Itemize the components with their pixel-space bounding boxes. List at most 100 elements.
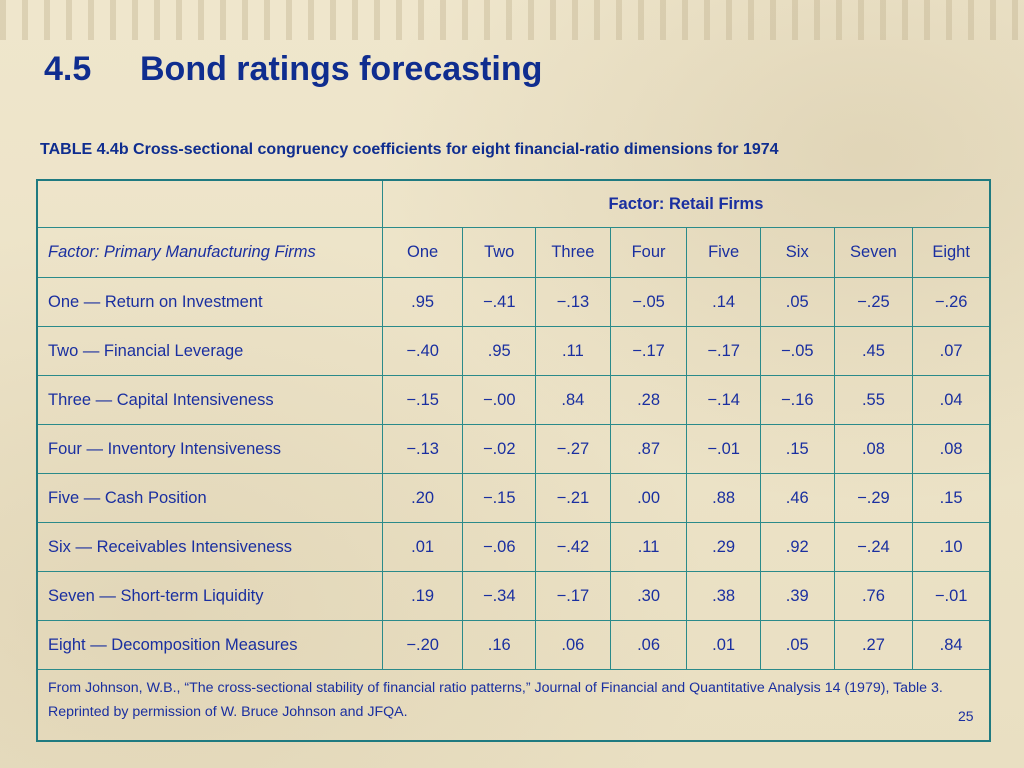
table-body: Factor: Retail Firms Factor: Primary Man… bbox=[36, 179, 991, 742]
row-label: Six — Receivables Intensiveness bbox=[36, 522, 383, 572]
table-cell: −.21 bbox=[535, 473, 611, 523]
table-cell: −.13 bbox=[535, 277, 611, 327]
table-cell: .11 bbox=[535, 326, 611, 376]
table-cell: −.01 bbox=[686, 424, 761, 474]
table-row: Seven — Short-term Liquidity .19 −.34 −.17.… bbox=[36, 571, 991, 621]
table-cell: .28 bbox=[609, 375, 688, 425]
table-cell: −.00 bbox=[462, 375, 537, 425]
table-cell: −.01 bbox=[912, 571, 991, 621]
table-cell: −.41 bbox=[462, 277, 537, 327]
table-cell: .45 bbox=[833, 326, 914, 376]
table-row: Four — Inventory Intensiveness −.13 −.02 −.… bbox=[36, 424, 991, 474]
table-cell: .76 bbox=[833, 571, 914, 621]
table-cell: −.42 bbox=[535, 522, 611, 572]
table-cell: −.17 bbox=[609, 326, 688, 376]
row-label: One — Return on Investment bbox=[36, 277, 383, 327]
column-header: Eight bbox=[912, 227, 991, 278]
table-cell: −.24 bbox=[833, 522, 914, 572]
table-cell: .95 bbox=[381, 277, 464, 327]
table-row: Six — Receivables Intensiveness .01 −.06 −.… bbox=[36, 522, 991, 572]
table-cell: .04 bbox=[912, 375, 991, 425]
table-cell: −.34 bbox=[462, 571, 537, 621]
table-cell: −.14 bbox=[686, 375, 761, 425]
column-group-row: Factor: Retail Firms bbox=[36, 179, 991, 228]
table-cell: −.15 bbox=[381, 375, 464, 425]
table-cell: .29 bbox=[686, 522, 761, 572]
column-group-label: Factor: Retail Firms bbox=[381, 179, 991, 228]
row-label: Seven — Short-term Liquidity bbox=[36, 571, 383, 621]
table-cell: .00 bbox=[609, 473, 688, 523]
table-cell: .16 bbox=[462, 620, 537, 670]
table-cell: .95 bbox=[462, 326, 537, 376]
table-cell: .27 bbox=[833, 620, 914, 670]
row-label: Five — Cash Position bbox=[36, 473, 383, 523]
congruency-table: Factor: Retail Firms Factor: Primary Man… bbox=[36, 179, 991, 742]
table-row: Five — Cash Position .20 −.15 −.21.00.88.46… bbox=[36, 473, 991, 523]
table-cell: .84 bbox=[912, 620, 991, 670]
column-header: Four bbox=[609, 227, 688, 278]
table-cell: .08 bbox=[912, 424, 991, 474]
table-cell: .88 bbox=[686, 473, 761, 523]
source-row: From Johnson, W.B., “The cross-sectional… bbox=[36, 669, 991, 742]
table-cell: −.25 bbox=[833, 277, 914, 327]
row-label: Two — Financial Leverage bbox=[36, 326, 383, 376]
table-caption: TABLE 4.4b Cross-sectional congruency co… bbox=[40, 141, 779, 158]
table-cell: −.05 bbox=[609, 277, 688, 327]
table-cell: .10 bbox=[912, 522, 991, 572]
table-row: Eight — Decomposition Measures −.20.16.06… bbox=[36, 620, 991, 670]
table-cell: .08 bbox=[833, 424, 914, 474]
table-cell: −.05 bbox=[759, 326, 835, 376]
table-cell: .05 bbox=[759, 277, 835, 327]
column-header: Five bbox=[686, 227, 761, 278]
table-cell: .15 bbox=[912, 473, 991, 523]
table-cell: .46 bbox=[759, 473, 835, 523]
table-cell: .06 bbox=[535, 620, 611, 670]
column-header: Seven bbox=[833, 227, 914, 278]
column-header: Three bbox=[535, 227, 611, 278]
table-cell: −.29 bbox=[833, 473, 914, 523]
table-cell: .30 bbox=[609, 571, 688, 621]
row-label: Eight — Decomposition Measures bbox=[36, 620, 383, 670]
row-label: Three — Capital Intensiveness bbox=[36, 375, 383, 425]
table-row: One — Return on Investment .95 −.41 −.13 −.0… bbox=[36, 277, 991, 327]
slide-title: 4.5 Bond ratings forecasting bbox=[44, 50, 542, 89]
table-cell: .01 bbox=[686, 620, 761, 670]
table-cell: −.17 bbox=[686, 326, 761, 376]
table-cell: .20 bbox=[381, 473, 464, 523]
table-cell: .19 bbox=[381, 571, 464, 621]
table-cell: .38 bbox=[686, 571, 761, 621]
table-cell: −.26 bbox=[912, 277, 991, 327]
row-label: Four — Inventory Intensiveness bbox=[36, 424, 383, 474]
table-cell: −.15 bbox=[462, 473, 537, 523]
table-cell: .92 bbox=[759, 522, 835, 572]
page-number: 25 bbox=[958, 708, 974, 724]
row-header-label: Factor: Primary Manufacturing Firms bbox=[36, 227, 383, 278]
table-row: Three — Capital Intensiveness −.15 −.00.84… bbox=[36, 375, 991, 425]
table-cell: .55 bbox=[833, 375, 914, 425]
decorative-top-border bbox=[0, 0, 1024, 40]
table-cell: .07 bbox=[912, 326, 991, 376]
column-header: Two bbox=[462, 227, 537, 278]
table-row: Two — Financial Leverage −.40.95.11 −.17 −.… bbox=[36, 326, 991, 376]
table-cell: −.06 bbox=[462, 522, 537, 572]
table-cell: .84 bbox=[535, 375, 611, 425]
empty-corner-cell bbox=[36, 179, 383, 228]
table-cell: .06 bbox=[609, 620, 688, 670]
column-header: Six bbox=[759, 227, 835, 278]
table-cell: .39 bbox=[759, 571, 835, 621]
table-cell: −.17 bbox=[535, 571, 611, 621]
table-cell: −.20 bbox=[381, 620, 464, 670]
table-cell: −.16 bbox=[759, 375, 835, 425]
source-note: From Johnson, W.B., “The cross-sectional… bbox=[36, 669, 991, 742]
table-cell: .01 bbox=[381, 522, 464, 572]
table-cell: .05 bbox=[759, 620, 835, 670]
table-cell: .14 bbox=[686, 277, 761, 327]
table-cell: .15 bbox=[759, 424, 835, 474]
table-cell: .87 bbox=[609, 424, 688, 474]
title-text: Bond ratings forecasting bbox=[140, 50, 543, 88]
table-cell: −.40 bbox=[381, 326, 464, 376]
column-header: One bbox=[381, 227, 464, 278]
table-cell: −.13 bbox=[381, 424, 464, 474]
table-cell: −.27 bbox=[535, 424, 611, 474]
table-cell: −.02 bbox=[462, 424, 537, 474]
